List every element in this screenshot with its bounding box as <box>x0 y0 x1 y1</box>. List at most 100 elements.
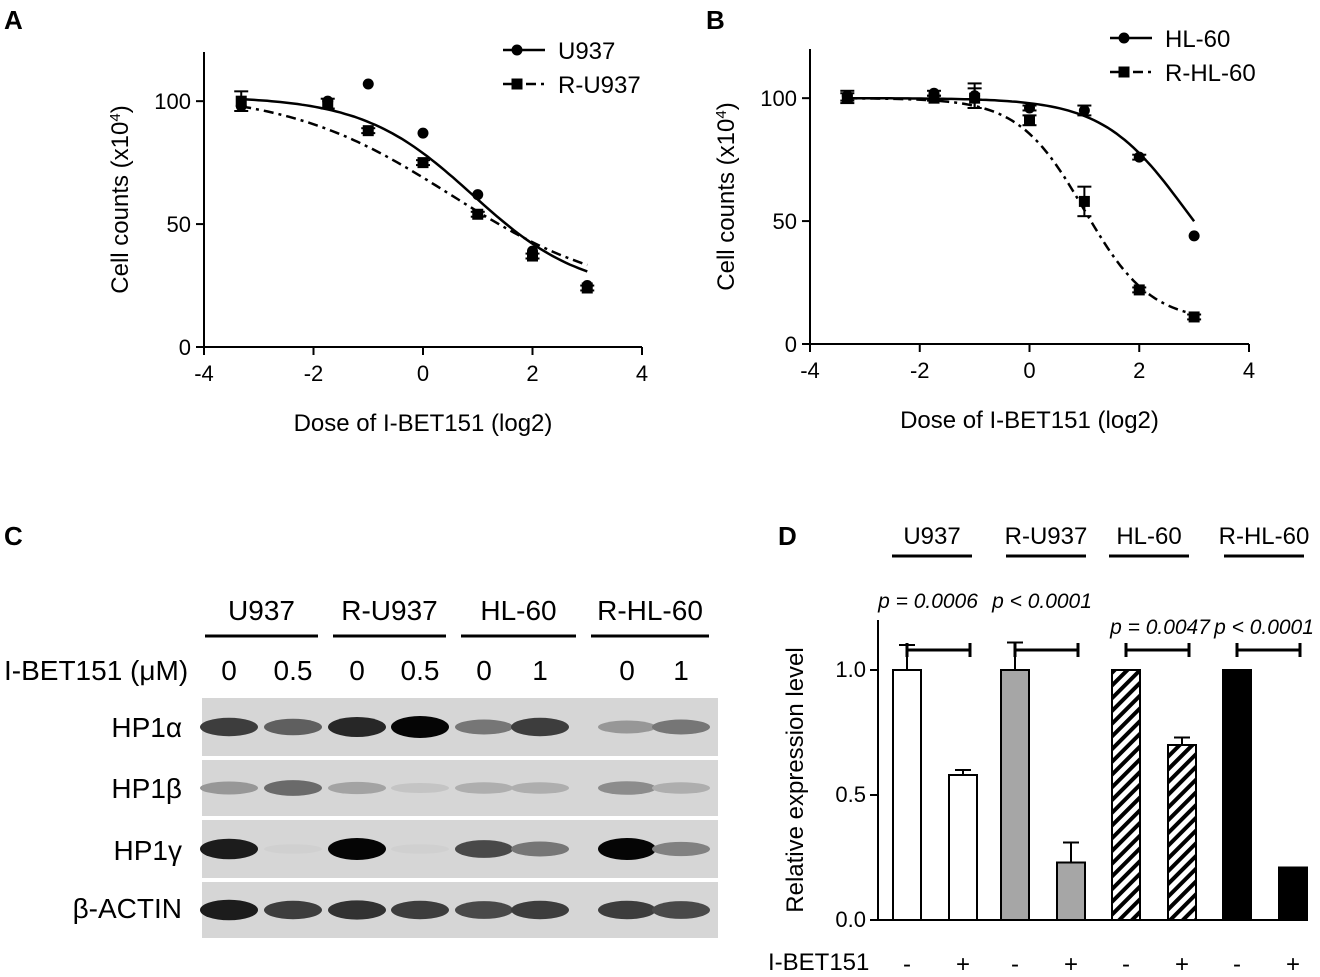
dose-label: 0.5 <box>274 655 313 686</box>
legend-label-u937: U937 <box>558 38 615 65</box>
blot-band <box>328 900 386 920</box>
x-tick-label-b: -2 <box>910 358 930 383</box>
data-point-r-u937 <box>235 95 247 107</box>
blot-band <box>455 782 513 794</box>
cell-line-label: R-U937 <box>341 595 437 626</box>
bar-r-u937 <box>1000 669 1030 921</box>
panel-letter-a: A <box>4 5 23 35</box>
legend-marker-r-u937 <box>511 78 523 90</box>
y-tick-label-d: 0.0 <box>835 907 866 932</box>
blot-band <box>391 844 449 854</box>
dose-label: 1 <box>532 655 548 686</box>
data-point-u937 <box>362 78 374 90</box>
treatment-sign: - <box>1122 951 1130 977</box>
blot-band <box>264 718 322 736</box>
y-axis-title-d: Relative expression level <box>782 647 809 912</box>
cell-line-label: HL-60 <box>480 595 556 626</box>
blot-band <box>391 716 449 738</box>
treatment-sign: - <box>1011 951 1019 977</box>
blot-band <box>200 899 258 921</box>
protein-label: HP1γ <box>114 835 182 866</box>
dose-label: 0 <box>349 655 365 686</box>
dose-label: 0 <box>221 655 237 686</box>
treatment-sign: + <box>1286 951 1300 977</box>
blot-band <box>511 900 569 920</box>
treatment-row-title: I-BET151 <box>768 949 869 976</box>
blot-band <box>328 781 386 795</box>
x-tick-label-b: 0 <box>1023 358 1035 383</box>
y-tick-label-b: 0 <box>785 332 797 357</box>
data-point-r-hl-60 <box>1188 311 1200 323</box>
cell-line-label: U937 <box>228 595 295 626</box>
group-label: HL-60 <box>1116 523 1181 550</box>
y-tick-label-a: 100 <box>154 89 191 114</box>
data-point-hl-60 <box>1024 102 1035 114</box>
dose-label: 1 <box>673 655 689 686</box>
dose-label: 0 <box>619 655 635 686</box>
fit-curve-r-hl-60 <box>847 97 1195 316</box>
x-tick-label-a: 4 <box>636 361 648 386</box>
blot-band <box>264 900 322 920</box>
group-label: R-HL-60 <box>1219 523 1310 550</box>
blot-band <box>652 719 710 735</box>
bar-u937 <box>892 669 922 921</box>
blot-band <box>598 720 656 734</box>
treatment-sign: + <box>956 951 970 977</box>
group-label: R-U937 <box>1005 523 1088 550</box>
x-tick-label-a: -4 <box>194 361 214 386</box>
x-axis-title-b: Dose of I-BET151 (log2) <box>900 407 1159 434</box>
dose-label: 0 <box>476 655 492 686</box>
legend-marker-hl-60 <box>1118 32 1130 44</box>
blot-band <box>511 841 569 857</box>
p-value-label: p = 0.0006 <box>877 590 978 613</box>
data-point-r-u937 <box>472 208 484 220</box>
blot-band <box>328 838 386 860</box>
data-point-r-hl-60 <box>928 92 940 104</box>
data-point-r-u937 <box>417 157 429 169</box>
blot-band <box>391 782 449 794</box>
x-tick-label-a: 0 <box>417 361 429 386</box>
panel-letter-d: D <box>778 521 797 551</box>
x-tick-label-a: -2 <box>304 361 324 386</box>
fit-curve-hl-60 <box>847 96 1196 223</box>
panel-letter-c: C <box>4 521 23 551</box>
protein-label: β-ACTIN <box>73 893 182 924</box>
bar-r-hl-60 <box>1278 866 1308 921</box>
treatment-sign: - <box>1233 951 1241 977</box>
blot-band <box>652 782 710 794</box>
blot-band <box>391 900 449 920</box>
x-tick-label-b: -4 <box>800 358 820 383</box>
blot-band <box>652 841 710 857</box>
blot-band <box>200 781 258 795</box>
data-point-r-hl-60 <box>841 92 853 104</box>
data-point-r-hl-60 <box>1078 195 1090 207</box>
treatment-sign: + <box>1064 951 1078 977</box>
y-tick-label-a: 50 <box>167 212 191 237</box>
cell-line-label: R-HL-60 <box>597 595 703 626</box>
p-value-label: p < 0.0001 <box>991 590 1092 613</box>
x-axis-title-a: Dose of I-BET151 (log2) <box>294 410 553 437</box>
blot-band <box>455 719 513 735</box>
bar-hl-60 <box>1111 669 1141 921</box>
y-tick-label-d: 1.0 <box>835 657 866 682</box>
blot-band <box>264 844 322 854</box>
data-point-u937 <box>472 189 484 201</box>
y-tick-label-b: 50 <box>773 209 797 234</box>
treatment-sign: + <box>1175 951 1189 977</box>
treatment-label: I-BET151 (μM) <box>4 655 188 686</box>
panel-letter-b: B <box>706 5 725 35</box>
blot-band <box>511 717 569 737</box>
fit-curve-r-u937 <box>240 105 588 267</box>
blot-band <box>598 900 656 920</box>
blot-band <box>200 838 258 860</box>
protein-label: HP1α <box>111 712 182 743</box>
legend-marker-u937 <box>511 44 523 56</box>
data-point-r-hl-60 <box>1133 284 1145 296</box>
bar-r-hl-60 <box>1222 669 1252 921</box>
blot-band <box>264 780 322 796</box>
x-tick-label-b: 4 <box>1243 358 1255 383</box>
data-point-u937 <box>417 127 429 139</box>
fit-curve-u937 <box>241 97 588 273</box>
y-axis-title-b: Cell counts (x104) <box>713 102 741 290</box>
